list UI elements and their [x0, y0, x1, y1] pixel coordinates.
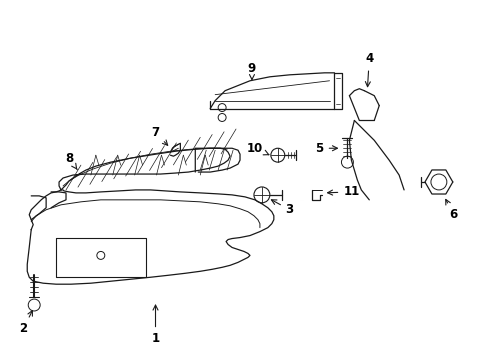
- Text: 5: 5: [315, 142, 337, 155]
- Text: 6: 6: [445, 199, 457, 221]
- Text: 11: 11: [327, 185, 359, 198]
- Text: 2: 2: [19, 311, 32, 336]
- Text: 10: 10: [246, 142, 268, 155]
- Text: 4: 4: [365, 53, 373, 87]
- Text: 3: 3: [271, 200, 293, 216]
- Text: 1: 1: [151, 305, 159, 345]
- Text: 8: 8: [65, 152, 77, 170]
- Text: 7: 7: [151, 126, 167, 145]
- Text: 9: 9: [247, 62, 256, 80]
